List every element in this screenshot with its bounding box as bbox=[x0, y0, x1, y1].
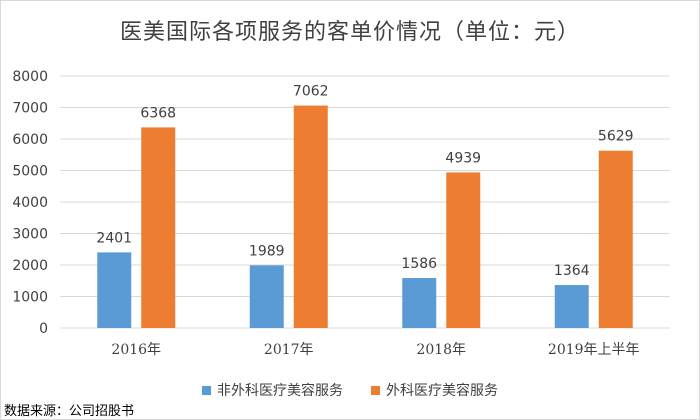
bar bbox=[554, 285, 589, 328]
x-tick-label: 2016年 bbox=[111, 342, 161, 358]
bar bbox=[141, 127, 176, 329]
data-label: 5629 bbox=[598, 129, 634, 145]
legend-swatch bbox=[202, 385, 211, 395]
y-tick-label: 5000 bbox=[12, 164, 48, 180]
y-tick-label: 4000 bbox=[12, 195, 48, 211]
x-tick-label: 2017年 bbox=[264, 342, 314, 358]
legend-label: 外科医疗美容服务 bbox=[386, 383, 498, 399]
bar bbox=[446, 172, 481, 328]
data-label: 6368 bbox=[140, 105, 176, 121]
legend-swatch bbox=[371, 385, 380, 395]
chart-title: 医美国际各项服务的客单价情况（单位：元） bbox=[119, 20, 580, 45]
data-label: 1586 bbox=[401, 256, 437, 272]
legend-label: 非外科医疗美容服务 bbox=[217, 383, 343, 399]
y-tick-label: 3000 bbox=[12, 227, 48, 243]
data-label: 4939 bbox=[445, 150, 481, 166]
data-label: 2401 bbox=[96, 230, 132, 246]
bar bbox=[598, 150, 633, 328]
y-tick-label: 6000 bbox=[12, 132, 48, 148]
y-tick-label: 7000 bbox=[12, 101, 48, 117]
data-label: 7062 bbox=[293, 84, 329, 100]
bar bbox=[97, 252, 132, 328]
legend-item: 非外科医疗美容服务 bbox=[202, 380, 343, 400]
bar bbox=[293, 105, 328, 328]
data-label: 1364 bbox=[554, 263, 590, 279]
data-label: 1989 bbox=[249, 243, 285, 259]
chart-legend: 非外科医疗美容服务 外科医疗美容服务 bbox=[0, 380, 700, 400]
legend-item: 外科医疗美容服务 bbox=[371, 380, 498, 400]
bar bbox=[402, 278, 437, 328]
data-source-note: 数据来源：公司招股书 bbox=[4, 404, 135, 419]
x-tick-label: 2019年上半年 bbox=[548, 342, 640, 358]
y-tick-label: 0 bbox=[39, 321, 48, 337]
bar bbox=[249, 265, 284, 328]
x-tick-label: 2018年 bbox=[416, 342, 466, 358]
y-tick-label: 1000 bbox=[12, 290, 48, 306]
y-tick-label: 8000 bbox=[12, 69, 48, 85]
y-tick-label: 2000 bbox=[12, 258, 48, 274]
